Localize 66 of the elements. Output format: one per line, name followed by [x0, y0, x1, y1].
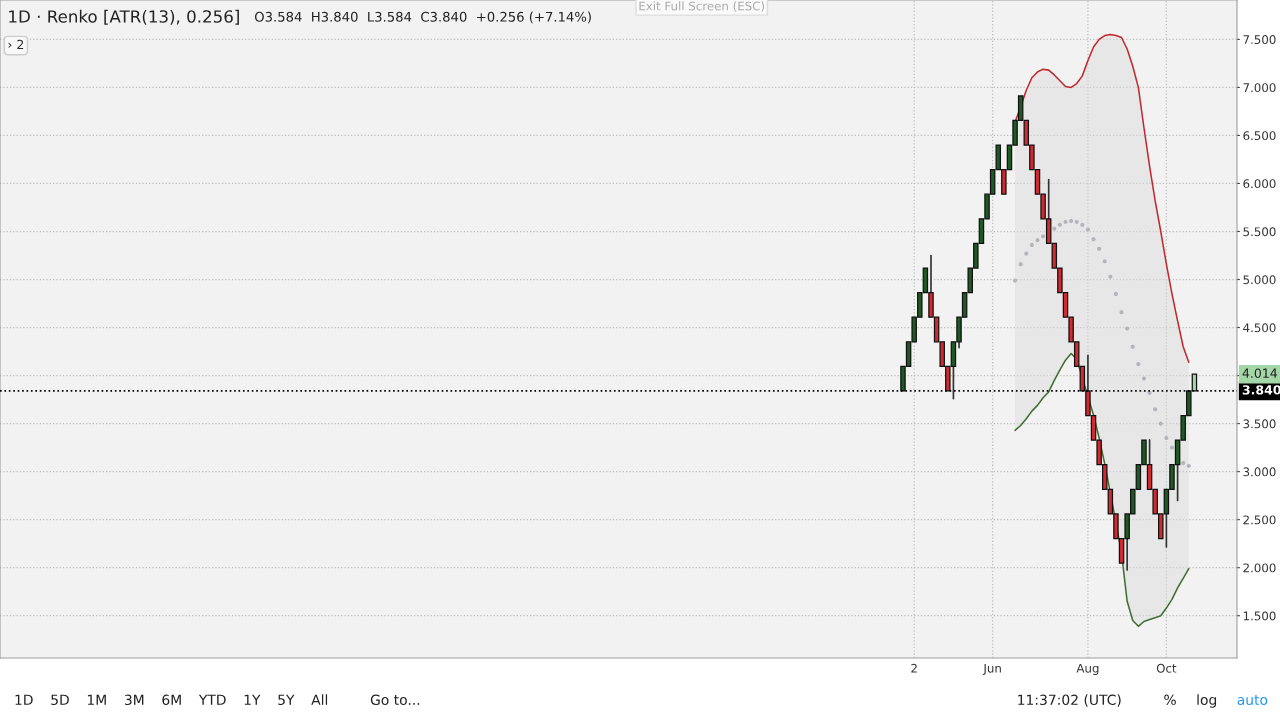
point — [1035, 238, 1040, 243]
point — [1024, 251, 1029, 256]
point — [1186, 463, 1191, 468]
point — [1074, 219, 1079, 224]
text: › 2 — [8, 39, 24, 49]
line-series — [1014, 33, 1190, 363]
point — [1136, 361, 1141, 367]
point — [1169, 445, 1175, 450]
point — [1063, 219, 1068, 224]
text: 11:37:02 (UTC) — [1018, 694, 1121, 707]
x-tick-label: Oct — [1156, 663, 1177, 673]
text: Exit Full Screen (ESC) — [639, 1, 765, 12]
text: All — [311, 694, 328, 705]
y-tick-label: 3.000 — [1243, 467, 1276, 477]
text: O3.584 H3.840 L3.584 C3.840 +0.256 (+7.14%) — [254, 11, 591, 24]
point — [1141, 376, 1147, 381]
y-tick-label: 2.000 — [1243, 563, 1276, 573]
x-tick-label: Aug — [1076, 663, 1099, 675]
x-tick-label: 2 — [911, 663, 917, 673]
y-tick-label: 2.500 — [1243, 515, 1276, 525]
point — [1158, 421, 1163, 426]
point — [1153, 407, 1158, 412]
y-tick-label: 1.500 — [1243, 611, 1276, 621]
text: 5D — [51, 694, 69, 706]
text: log — [1197, 694, 1217, 708]
text: 4.014 — [1242, 368, 1278, 378]
point — [1091, 237, 1096, 242]
y-tick-label: 7.500 — [1243, 35, 1276, 45]
point — [1057, 222, 1062, 227]
point — [1029, 242, 1034, 248]
point — [1164, 435, 1169, 441]
point — [1181, 460, 1186, 466]
text: 1D · Renko [ATR(13), 0.256] — [9, 9, 239, 25]
y-tick-label: 4.500 — [1243, 323, 1276, 333]
text: % — [1164, 694, 1176, 706]
point — [1069, 218, 1074, 224]
y-tick-label: 6.500 — [1243, 131, 1276, 141]
point — [1119, 310, 1124, 315]
point — [1108, 274, 1113, 279]
point — [1018, 262, 1023, 267]
point — [1130, 344, 1135, 349]
text: 1D — [15, 694, 33, 705]
text: 6M — [162, 694, 181, 706]
point — [1052, 226, 1057, 231]
point — [1012, 278, 1018, 283]
y-tick-label: 3.500 — [1243, 419, 1276, 429]
y-tick-label: 5.500 — [1243, 227, 1276, 237]
y-tick-label: 5.000 — [1243, 275, 1276, 285]
point — [1041, 234, 1046, 239]
x-tick-label: Jun — [982, 663, 1001, 675]
text: 1M — [87, 694, 106, 705]
point — [1085, 227, 1091, 232]
y-tick-label: 7.000 — [1243, 83, 1276, 93]
point — [1113, 291, 1119, 297]
ref-line-label: 3.840 — [1242, 385, 1280, 395]
text: Go to... — [370, 694, 420, 706]
text: 1Y — [244, 694, 261, 705]
text: 3M — [124, 694, 144, 706]
text: 5Y — [278, 694, 295, 706]
point — [1125, 326, 1130, 331]
point — [1097, 246, 1102, 251]
text: YTD — [198, 694, 226, 705]
y-tick-label: 6.000 — [1243, 179, 1276, 189]
point — [1102, 259, 1107, 264]
text: auto — [1237, 695, 1268, 706]
point — [1080, 222, 1085, 227]
